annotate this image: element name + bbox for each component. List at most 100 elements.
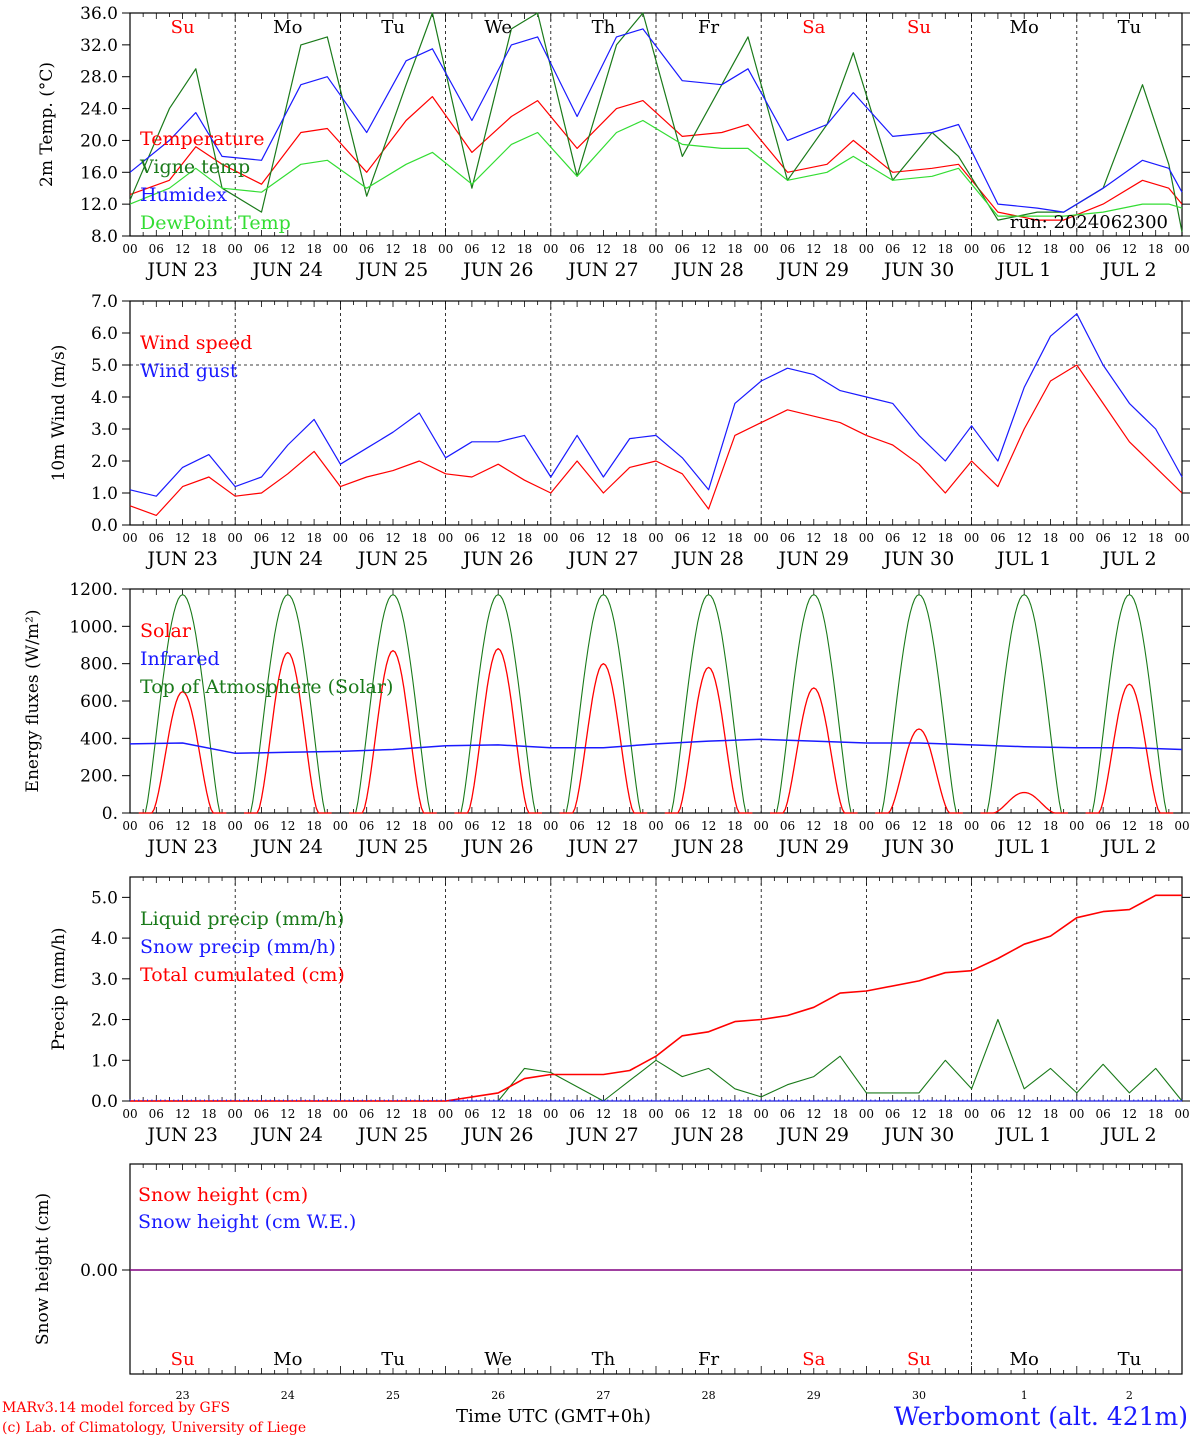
hour-tick-label: 00 (964, 242, 979, 256)
hour-tick-label: 06 (149, 531, 164, 545)
y-tick-label: 7.0 (91, 292, 118, 312)
snow-precip-marker (909, 1099, 911, 1101)
hour-tick-label: 18 (201, 1107, 216, 1121)
hour-tick-label: 12 (280, 819, 295, 833)
snow-precip-marker (1063, 1099, 1065, 1101)
hour-tick-label: 06 (149, 242, 164, 256)
y-tick-label: 400. (80, 729, 118, 749)
snow-precip-marker (1006, 1099, 1008, 1101)
date-label: JUN 24 (251, 1124, 323, 1146)
liquid-precip-line (130, 1018, 1183, 1102)
snow-precip-marker (545, 1099, 547, 1101)
day-number-label: 1 (1021, 1389, 1028, 1402)
snow-precip-marker (528, 1099, 530, 1101)
snow-precip-marker (177, 1099, 179, 1101)
hour-tick-label: 18 (727, 1107, 742, 1121)
legend-entry: Total cumulated (cm) (140, 964, 345, 986)
toa-solar-curve (1085, 594, 1174, 814)
hour-tick-label: 06 (675, 819, 690, 833)
snow-precip-marker (716, 1099, 718, 1101)
snow-precip-marker (199, 1099, 201, 1101)
hour-tick-label: 00 (438, 531, 453, 545)
solar-curve (244, 651, 332, 814)
snow-precip-marker (712, 1099, 714, 1101)
solar-curve (559, 663, 648, 814)
date-label: JUN 29 (777, 836, 849, 858)
y-tick-label: 20.0 (80, 131, 118, 151)
snow-precip-marker (379, 1099, 381, 1101)
hour-tick-label: 12 (1017, 531, 1032, 545)
snow-precip-marker (252, 1099, 254, 1101)
hour-tick-label: 00 (648, 531, 663, 545)
snow-precip-marker (493, 1099, 495, 1101)
snow-precip-marker (852, 1099, 854, 1101)
hour-tick-label: 06 (885, 531, 900, 545)
hour-tick-label: 06 (885, 242, 900, 256)
snow-precip-marker (445, 1099, 447, 1101)
hour-tick-label: 00 (859, 531, 874, 545)
snow-precip-marker (940, 1099, 942, 1101)
hour-tick-label: 06 (990, 242, 1005, 256)
snow-precip-marker (651, 1099, 653, 1101)
snow-precip-marker (278, 1099, 280, 1101)
snow-precip-marker (370, 1099, 372, 1101)
plot-frame (129, 588, 1183, 814)
snow-precip-marker (725, 1099, 727, 1101)
snow-precip-marker (208, 1099, 210, 1101)
snow-precip-marker (694, 1099, 696, 1101)
snow-precip-marker (541, 1099, 543, 1101)
date-label: JUN 26 (461, 259, 533, 281)
hour-tick-label: 18 (832, 1107, 847, 1121)
snow-precip-marker (230, 1099, 232, 1101)
snow-precip-marker (659, 1099, 661, 1101)
hour-tick-label: 06 (254, 242, 269, 256)
snow-precip-marker (988, 1099, 990, 1101)
snow-precip-marker (418, 1099, 420, 1101)
weekday-label: Fr (698, 1349, 719, 1370)
snow-precip-marker (344, 1099, 346, 1101)
panel-2: 0.0 1.0 2.0 3.0 4.0 5.0 6.0 7.0 10m Wind (m/s) 00… (49, 292, 1190, 570)
hour-tick-label: 06 (780, 531, 795, 545)
y-tick-label: 200. (80, 767, 118, 787)
hour-tick-label: 18 (938, 1107, 953, 1121)
solar-curve (875, 728, 963, 814)
hour-tick-label: 00 (228, 819, 243, 833)
snow-precip-marker (519, 1099, 521, 1101)
snow-precip-marker (922, 1099, 924, 1101)
hour-tick-label: 06 (569, 819, 584, 833)
snow-precip-marker (431, 1099, 433, 1101)
hour-tick-label: 06 (254, 819, 269, 833)
cumulated-precip-line (130, 894, 1182, 1102)
hour-tick-label: 18 (1148, 819, 1163, 833)
hour-tick-label: 12 (280, 242, 295, 256)
snow-precip-marker (598, 1099, 600, 1101)
hour-tick-label: 06 (359, 1107, 374, 1121)
hour-tick-label: 12 (701, 531, 716, 545)
hour-tick-label: 06 (1095, 531, 1110, 545)
hour-tick-label: 00 (333, 819, 348, 833)
date-label: JUN 27 (566, 836, 638, 858)
date-label: JUN 23 (145, 259, 217, 281)
snow-precip-marker (147, 1099, 149, 1101)
hour-tick-label: 18 (622, 531, 637, 545)
hour-tick-label: 06 (254, 531, 269, 545)
date-label: JUL 1 (995, 259, 1051, 281)
toa-solar-curve (875, 594, 963, 814)
snow-precip-marker (1177, 1099, 1179, 1101)
snow-precip-marker (138, 1099, 140, 1101)
hour-tick-label: 12 (1017, 242, 1032, 256)
hour-tick-label: 18 (832, 531, 847, 545)
snow-precip-marker (572, 1099, 574, 1101)
snow-precip-marker (826, 1099, 828, 1101)
hour-tick-label: 00 (1174, 242, 1189, 256)
snow-precip-marker (1155, 1099, 1157, 1101)
snow-precip-marker (1093, 1099, 1095, 1101)
snow-precip-marker (291, 1099, 293, 1101)
y-tick-label: 24.0 (80, 100, 118, 120)
day-number-label: 28 (702, 1389, 716, 1402)
y-tick-label: 1200. (69, 580, 118, 600)
y-axis-label: Snow height (cm) (33, 1193, 53, 1345)
hour-tick-label: 18 (412, 531, 427, 545)
toa-solar-curve (664, 594, 753, 814)
date-label: JUN 29 (777, 259, 849, 281)
